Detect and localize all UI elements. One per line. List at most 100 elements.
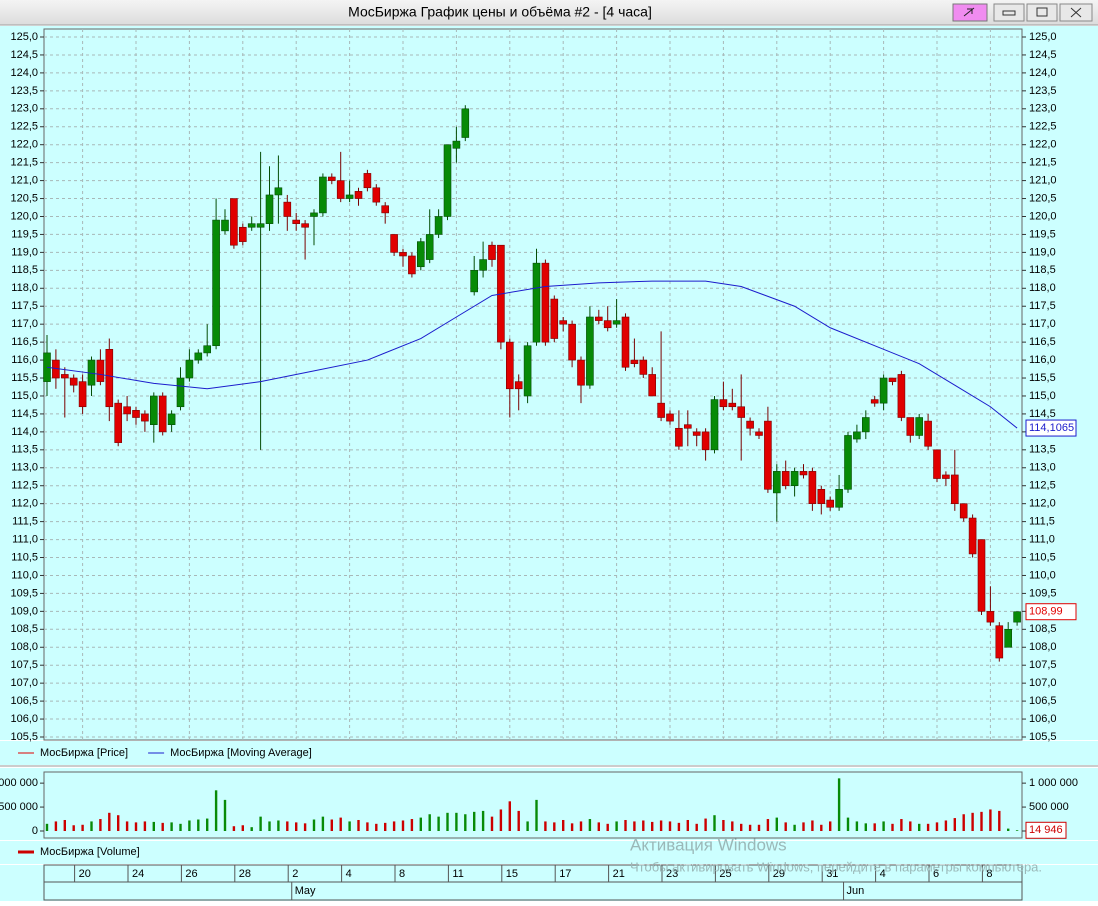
volume-bar bbox=[223, 799, 227, 831]
candle-body bbox=[301, 223, 309, 228]
price-legend-area bbox=[0, 741, 1098, 765]
candle-body bbox=[808, 471, 817, 504]
volume-bar bbox=[188, 820, 191, 831]
candle-body bbox=[826, 499, 835, 508]
y-tick-label: 114,5 bbox=[1029, 408, 1056, 420]
y-tick-label: 123,0 bbox=[1029, 103, 1057, 115]
volume-bar bbox=[384, 822, 387, 831]
y-tick-label: 118,0 bbox=[11, 282, 38, 294]
y-tick-label: 115,0 bbox=[1029, 390, 1056, 402]
candle-body bbox=[586, 316, 594, 386]
volume-bar bbox=[108, 812, 111, 831]
candle-body bbox=[461, 108, 470, 138]
volume-legend-area bbox=[0, 841, 1098, 864]
candle-body bbox=[977, 539, 986, 612]
volume-bar bbox=[312, 819, 316, 831]
volume-bar bbox=[615, 821, 618, 831]
candle-body bbox=[550, 298, 559, 339]
window-title: МосБиржа График цены и объёма #2 - [4 ча… bbox=[348, 4, 652, 20]
volume-bar bbox=[597, 822, 600, 831]
y-tick-label: 114,5 bbox=[11, 408, 38, 420]
candle-body bbox=[434, 216, 443, 235]
y-tick-label: 500 000 bbox=[0, 801, 38, 813]
volume-bar bbox=[553, 822, 556, 831]
candle-body bbox=[78, 381, 87, 408]
link-button[interactable] bbox=[952, 3, 988, 22]
candle-body bbox=[230, 198, 238, 246]
y-tick-label: 117,0 bbox=[1029, 318, 1056, 330]
minimize-button[interactable] bbox=[993, 3, 1025, 22]
candle-body bbox=[336, 180, 345, 199]
x-tick-label: 28 bbox=[239, 868, 251, 880]
volume-bar bbox=[935, 822, 939, 831]
volume-bar bbox=[152, 821, 155, 831]
y-tick-label: 0 bbox=[32, 825, 38, 837]
candle-body bbox=[728, 402, 737, 408]
y-tick-label: 112,5 bbox=[1029, 480, 1056, 492]
y-tick-label: 122,5 bbox=[10, 121, 38, 133]
y-tick-label: 124,5 bbox=[10, 49, 38, 61]
y-tick-label: 110,0 bbox=[1029, 569, 1056, 581]
y-tick-label: 121,5 bbox=[10, 157, 38, 169]
link-icon bbox=[963, 7, 975, 17]
x-tick-label: 17 bbox=[559, 868, 571, 880]
y-tick-label: 107,5 bbox=[10, 659, 38, 671]
maximize-button[interactable] bbox=[1026, 3, 1058, 22]
y-tick-label: 109,5 bbox=[10, 587, 38, 599]
volume-bar bbox=[713, 815, 716, 831]
candle-body bbox=[906, 417, 915, 436]
y-tick-label: 105,5 bbox=[1029, 731, 1057, 743]
candle-body bbox=[870, 399, 879, 404]
candle-body bbox=[221, 219, 229, 232]
y-tick-label: 118,0 bbox=[1029, 282, 1056, 294]
volume-bar bbox=[793, 824, 796, 831]
y-tick-label: 124,5 bbox=[1029, 49, 1057, 61]
volume-bar bbox=[633, 821, 636, 831]
volume-bar bbox=[286, 821, 289, 831]
last-value-box bbox=[1025, 419, 1077, 437]
volume-bar bbox=[659, 820, 663, 831]
candle-body bbox=[390, 234, 398, 253]
candle-body bbox=[488, 244, 496, 260]
volume-bar bbox=[962, 814, 965, 831]
candle-body bbox=[1013, 611, 1021, 623]
y-tick-label: 111,5 bbox=[12, 516, 38, 528]
volume-bar bbox=[855, 821, 859, 831]
volume-bar bbox=[134, 822, 138, 831]
volume-bar bbox=[766, 819, 770, 831]
volume-bar bbox=[829, 821, 832, 831]
volume-bar bbox=[588, 819, 592, 831]
y-tick-label: 500 000 bbox=[1029, 801, 1069, 813]
candle-body bbox=[292, 219, 301, 224]
candle-body bbox=[710, 399, 719, 451]
volume-bar bbox=[428, 814, 431, 831]
close-icon bbox=[1070, 7, 1082, 18]
y-tick-label: 123,0 bbox=[10, 103, 38, 115]
candle-body bbox=[861, 417, 870, 433]
candle-body bbox=[69, 377, 78, 386]
y-tick-label: 109,5 bbox=[1029, 587, 1057, 599]
volume-bar bbox=[642, 820, 645, 831]
candle-body bbox=[835, 489, 843, 508]
candle-body bbox=[594, 316, 603, 321]
volume-bar bbox=[998, 810, 1001, 831]
candle-body bbox=[105, 349, 114, 408]
volume-bar bbox=[606, 823, 609, 831]
candle-body bbox=[817, 489, 826, 504]
volume-bar bbox=[303, 823, 307, 831]
candle-body bbox=[425, 234, 434, 260]
candle-body bbox=[141, 413, 149, 422]
volume-bar bbox=[81, 824, 84, 831]
y-tick-label: 109,0 bbox=[10, 605, 38, 617]
y-tick-label: 1 000 000 bbox=[1029, 777, 1078, 789]
candle-body bbox=[399, 252, 407, 257]
y-tick-label: 117,5 bbox=[11, 300, 38, 312]
volume-bar bbox=[410, 819, 414, 831]
y-tick-label: 112,0 bbox=[1029, 498, 1056, 510]
y-tick-label: 106,0 bbox=[10, 713, 38, 725]
y-tick-label: 121,5 bbox=[1029, 157, 1057, 169]
candle-body bbox=[203, 345, 211, 354]
candle-body bbox=[844, 435, 852, 490]
y-tick-label: 116,0 bbox=[11, 354, 38, 366]
candle-body bbox=[630, 359, 639, 364]
